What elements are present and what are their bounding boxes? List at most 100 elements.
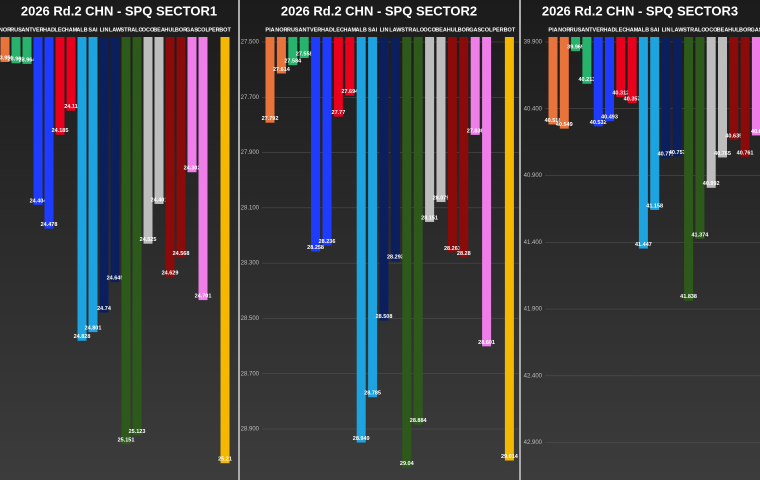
value-label: 27.584	[284, 59, 302, 65]
bar	[88, 37, 98, 333]
value-label: 24.801	[85, 326, 102, 332]
bar	[121, 37, 131, 445]
bar	[684, 37, 694, 301]
value-label: 24.478	[41, 222, 58, 228]
bar	[482, 37, 492, 347]
bar	[638, 37, 648, 249]
value-label: 40.761	[737, 150, 754, 156]
bar	[706, 37, 716, 188]
value-label: 40.493	[601, 115, 618, 121]
bar	[718, 37, 727, 158]
x-tick-label: PER	[208, 27, 219, 33]
value-label: 24.645	[107, 276, 124, 282]
x-tick-label: ALB	[638, 27, 649, 33]
value-label: 40.757	[669, 150, 686, 156]
x-tick-label: NOR	[0, 27, 11, 33]
x-tick-label: LAW	[671, 27, 684, 33]
x-tick-label: ALO	[131, 27, 143, 33]
bar	[390, 37, 400, 262]
value-label: 41.838	[680, 294, 697, 300]
bar	[582, 37, 592, 84]
x-tick-label: NOR	[275, 27, 287, 33]
bar	[345, 37, 355, 96]
bar	[436, 37, 446, 203]
bar	[627, 37, 637, 103]
bar	[616, 37, 626, 97]
value-label: 29.014	[501, 454, 519, 460]
bar	[729, 37, 739, 141]
bar	[672, 37, 682, 157]
value-label: 24.828	[74, 334, 91, 340]
bar	[548, 37, 558, 125]
x-tick-label: SAI	[368, 27, 378, 33]
value-label: 24.568	[173, 251, 190, 257]
bar	[695, 37, 705, 239]
bar	[504, 37, 514, 461]
x-tick-label: HUL	[164, 27, 176, 33]
value-label: 23.962	[8, 57, 25, 63]
x-tick-label: OCO	[423, 27, 436, 33]
x-tick-label: COL	[197, 27, 209, 33]
bar	[288, 37, 298, 66]
bar	[44, 37, 54, 229]
bar	[33, 37, 43, 205]
value-label: 28.28	[457, 251, 471, 257]
value-label: 28.261	[444, 246, 461, 252]
x-tick-label: BEA	[435, 27, 447, 33]
x-tick-label: OCO	[705, 27, 718, 33]
x-tick-label: ALO	[412, 27, 424, 33]
value-label: 28.785	[364, 391, 381, 397]
bar	[379, 37, 389, 321]
value-label: 40.213	[578, 77, 595, 83]
value-label: 40.6	[751, 129, 760, 135]
x-tick-label: OCO	[142, 27, 155, 33]
y-tick-label: 41.900	[524, 307, 543, 313]
value-label: 24.74	[97, 306, 112, 312]
value-label: 23.964	[19, 57, 37, 63]
bar	[459, 37, 469, 258]
bar	[187, 37, 197, 173]
bar	[165, 37, 175, 278]
bar	[571, 37, 581, 52]
value-label: 28.949	[353, 436, 370, 442]
value-label: 40.635	[725, 134, 742, 140]
value-label: 25.151	[118, 438, 135, 444]
x-tick-label: BOR	[458, 27, 470, 33]
x-tick-label: ALO	[694, 27, 706, 33]
x-tick-label: ALB	[76, 27, 87, 33]
bar	[110, 37, 120, 283]
bar	[356, 37, 366, 443]
bar	[751, 37, 760, 136]
value-label: 41.374	[691, 232, 709, 238]
y-tick-label: 42.900	[524, 440, 543, 446]
x-tick-label: ANT	[299, 27, 311, 33]
value-label: 29.04	[400, 461, 415, 467]
x-tick-label: HAD	[321, 27, 333, 33]
x-tick-label: RUS	[570, 27, 582, 33]
value-label: 40.312	[612, 90, 629, 96]
bar	[322, 37, 332, 246]
x-tick-label: LEC	[333, 27, 344, 33]
y-tick-label: 28.500	[241, 316, 260, 322]
x-tick-label: HUL	[728, 27, 740, 33]
value-label: 25.21	[218, 457, 232, 463]
bar	[55, 37, 65, 135]
value-label: 41.447	[635, 242, 652, 248]
value-label: 24.401	[151, 197, 168, 203]
y-tick-label: 27.900	[241, 150, 260, 156]
bar	[220, 37, 230, 464]
bar	[11, 37, 21, 64]
value-label: 27.614	[273, 67, 291, 73]
value-label: 27.77	[332, 110, 346, 116]
x-tick-label: LEC	[615, 27, 626, 33]
bar	[559, 37, 569, 129]
chart-title: 2026 Rd.2 CHN - SPQ SECTOR3	[542, 3, 738, 18]
bar	[66, 37, 76, 111]
x-tick-label: HAM	[65, 27, 78, 33]
x-tick-label: STR	[121, 27, 132, 33]
x-tick-label: NOR	[558, 27, 570, 33]
x-tick-label: SAI	[88, 27, 98, 33]
x-tick-label: GAS	[750, 27, 760, 33]
value-label: 40.532	[590, 120, 607, 126]
x-tick-label: HUL	[447, 27, 459, 33]
